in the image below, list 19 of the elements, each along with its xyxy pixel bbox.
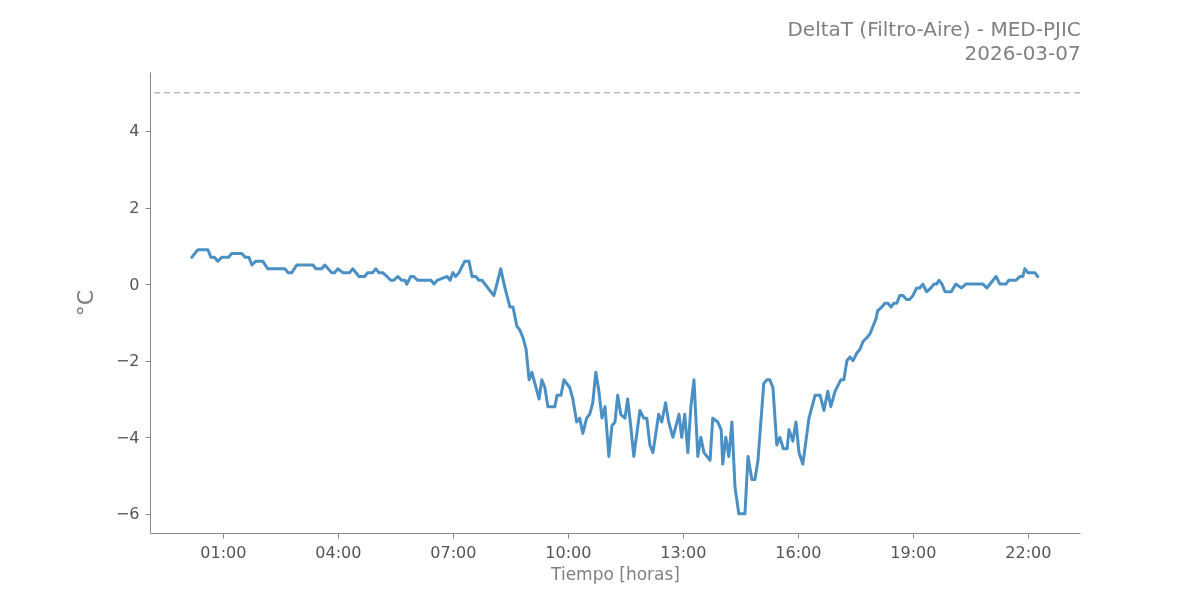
y-tick-label: 0 [129, 274, 140, 294]
y-tick-label: −6 [115, 504, 140, 524]
x-tick-label: 16:00 [775, 542, 822, 562]
x-tick-label: 07:00 [430, 542, 477, 562]
x-axis-title: Tiempo [horas] [550, 563, 680, 584]
x-tick-label: 01:00 [200, 542, 247, 562]
y-tick-label: −2 [115, 351, 140, 371]
x-tick-label: 13:00 [660, 542, 707, 562]
chart-title: DeltaT (Filtro-Aire) - MED-PJIC [787, 17, 1081, 41]
x-tick-label: 10:00 [545, 542, 592, 562]
y-tick-label: 4 [129, 121, 140, 141]
x-tick-label: 19:00 [890, 542, 937, 562]
x-tick-label: 04:00 [315, 542, 362, 562]
y-tick-label: 2 [129, 198, 140, 218]
x-tick-label: 22:00 [1005, 542, 1052, 562]
line-series [190, 248, 1040, 516]
y-axis-title: °C [72, 289, 98, 317]
y-tick-label: −4 [115, 427, 140, 447]
chart-subtitle: 2026-03-07 [964, 41, 1081, 65]
